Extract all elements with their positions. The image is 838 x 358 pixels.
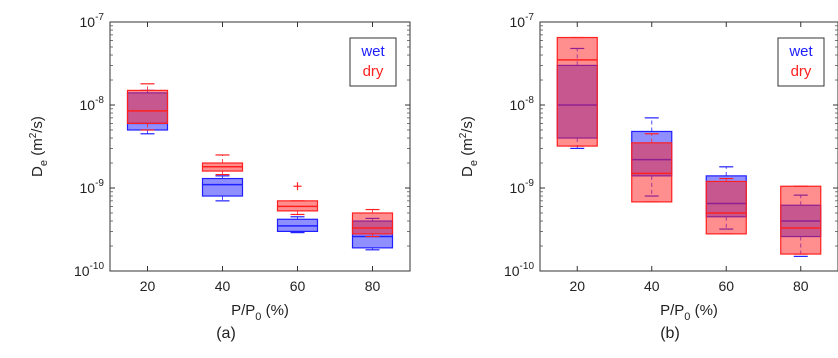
x-tick-label: 60 [290,278,306,294]
panel-label: (b) [660,325,680,342]
y-tick-base: 10 [74,263,90,279]
y-axis-label-unit-close: /s) [29,116,46,133]
y-tick-base: 10 [510,180,526,196]
x-axis-label-sub: 0 [684,311,690,323]
y-axis-label-unit-sup: 2 [458,132,469,138]
y-tick-label: 10-9 [80,178,105,196]
y-tick-label: 10-9 [510,178,535,196]
box-dry-40 [201,154,244,176]
y-tick-base: 10 [80,14,96,30]
box-wet-60 [276,216,319,234]
x-axis-label: P/P0 (%) [231,302,289,323]
y-tick-exponent: -7 [525,12,534,23]
y-tick-exponent: -9 [525,178,534,189]
y-tick-base: 10 [80,97,96,113]
legend-label-dry: dry [791,63,812,80]
box-iqr [126,89,169,125]
box-iqr [631,142,673,203]
y-axis-label: De (m2/s) [458,116,480,177]
y-axis-label-unit-sup: 2 [28,132,39,138]
box-dry-60 [276,182,319,216]
box-iqr [780,185,822,255]
box-wet-40 [201,175,244,202]
y-tick-label: 10-10 [74,261,104,279]
outlier-marker [293,182,302,191]
box-dry-20 [556,36,598,147]
y-tick-base: 10 [80,180,96,196]
legend: wet dry [777,37,825,87]
y-axis-label: De (m2/s) [28,116,50,177]
legend-label-dry: dry [363,63,384,80]
y-tick-label: 10-8 [80,95,105,113]
x-axis-label-sub: 0 [255,311,261,323]
x-tick-label: 40 [644,278,660,294]
box-dry-80 [351,208,394,238]
box-dry-40 [631,133,673,203]
box-dry-60 [705,177,747,235]
x-tick-label: 80 [365,278,381,294]
y-tick-exponent: -8 [95,95,104,106]
y-axis-label-sub: e [38,160,50,166]
box-iqr [201,177,244,197]
y-tick-exponent: -7 [95,12,104,23]
y-axis-label-main: D [29,166,46,177]
y-tick-base: 10 [510,14,526,30]
legend-box [777,37,825,87]
x-axis-label-unit: (%) [261,302,289,319]
x-axis-label-unit: (%) [690,302,718,319]
x-tick-label: 80 [793,278,809,294]
y-axis-label-main: D [459,166,476,177]
y-axis-label-unit-close: /s) [459,116,476,133]
y-tick-exponent: -10 [90,261,105,272]
x-tick-label: 40 [215,278,231,294]
y-tick-exponent: -8 [525,95,534,106]
y-tick-label: 10-8 [510,95,535,113]
y-tick-exponent: -9 [95,178,104,189]
x-axis-label-main: P/P [231,302,255,319]
box-dry-20 [126,83,169,131]
y-tick-exponent: -10 [520,261,535,272]
y-tick-base: 10 [510,97,526,113]
legend: wet dry [349,37,397,87]
x-tick-label: 20 [140,278,156,294]
y-tick-label: 10-7 [510,12,535,30]
y-tick-label: 10-7 [80,12,105,30]
legend-label-wet: wet [788,43,813,60]
x-axis-label: P/P0 (%) [660,302,718,323]
y-axis-label-unit-open: (m [459,138,476,160]
box-dry-80 [780,185,822,255]
panel-label: (a) [216,325,236,342]
legend-box [349,37,397,87]
y-axis-label-unit-open: (m [29,138,46,160]
box-iqr [351,212,394,235]
y-axis-label-sub: e [468,160,480,166]
y-tick-label: 10-10 [504,261,534,279]
x-tick-label: 20 [569,278,585,294]
legend-label-wet: wet [360,43,385,60]
y-tick-base: 10 [504,263,520,279]
x-axis-label-main: P/P [660,302,684,319]
box-iqr [556,36,598,147]
x-tick-label: 60 [718,278,734,294]
box-iqr [705,180,747,235]
